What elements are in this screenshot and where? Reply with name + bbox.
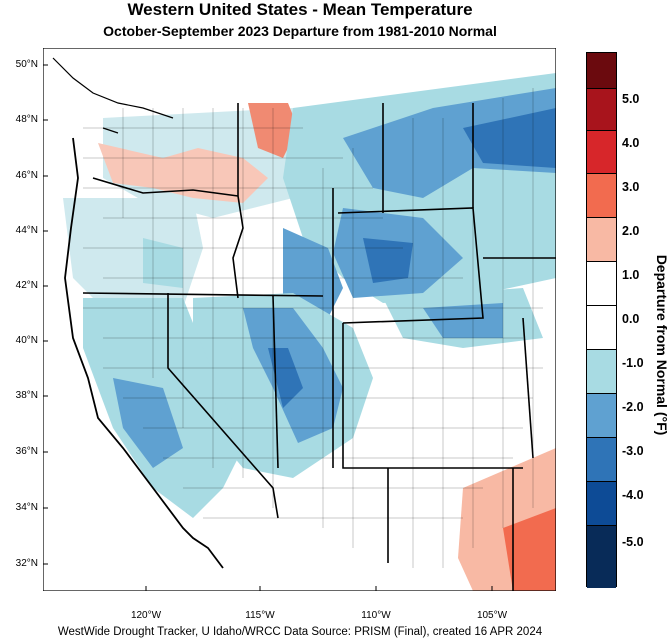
lat-label-44: 44°N	[15, 225, 38, 236]
map-title: Western United States - Mean Temperature	[127, 0, 473, 19]
colorbar-label-3: 3.0	[622, 180, 640, 194]
state-boundaries	[82, 103, 556, 591]
lat-ticks	[43, 64, 48, 565]
lon-label-110w: 110°W	[361, 610, 391, 621]
colorbar-label-5: 5.0	[622, 92, 640, 106]
colorbar-label-0: 0.0	[622, 312, 640, 326]
map-subtitle: October-September 2023 Departure from 19…	[103, 23, 497, 39]
colorbar-bin-11	[587, 482, 616, 526]
coastline	[64, 137, 224, 569]
lat-label-36: 36°N	[15, 446, 38, 457]
canada-coast	[52, 57, 174, 134]
colorbar-label-2: 2.0	[622, 224, 640, 238]
lon-label-115w: 115°W	[245, 610, 275, 621]
lon-label-120w: 120°W	[130, 610, 162, 621]
lon-ticks	[145, 586, 493, 591]
colorbar-bin-7	[587, 306, 616, 350]
lat-label-40: 40°N	[15, 335, 38, 346]
colorbar-label-4: 4.0	[622, 136, 640, 150]
colorbar-bin-4	[587, 174, 616, 218]
lat-label-38: 38°N	[15, 390, 38, 401]
lat-label-46: 46°N	[15, 170, 38, 181]
colorbar-label-neg2: -2.0	[622, 400, 644, 414]
county-boundaries	[83, 88, 543, 568]
colorbar-label-neg3: -3.0	[622, 444, 644, 458]
lat-label-48: 48°N	[15, 114, 38, 125]
lon-label-105w: 105°W	[476, 610, 508, 621]
colorbar-title: Departure from Normal (°F)	[654, 254, 670, 436]
lat-label-32: 32°N	[15, 558, 38, 569]
colorbar-bin-5	[587, 218, 616, 262]
colorbar-bin-2	[587, 89, 616, 131]
colorbar-bin-1	[587, 53, 616, 89]
colorbar-bin-10	[587, 438, 616, 482]
lat-label-42: 42°N	[15, 280, 38, 291]
colorbar-label-neg5: -5.0	[622, 535, 644, 549]
lat-label-34: 34°N	[15, 502, 38, 513]
colorbar-bin-8	[587, 350, 616, 394]
colorbar-bin-9	[587, 394, 616, 438]
lat-label-50: 50°N	[15, 59, 38, 70]
data-credit: WestWide Drought Tracker, U Idaho/WRCC D…	[57, 626, 543, 638]
colorbar-bin-3	[587, 131, 616, 174]
colorbar-bin-6	[587, 262, 616, 306]
colorbar-bin-12	[587, 526, 616, 588]
colorbar-label-neg1: -1.0	[622, 356, 644, 370]
colorbar	[586, 52, 617, 588]
colorbar-label-neg4: -4.0	[622, 488, 644, 502]
colorbar-label-1: 1.0	[622, 268, 640, 282]
temperature-departure-map	[43, 48, 556, 591]
